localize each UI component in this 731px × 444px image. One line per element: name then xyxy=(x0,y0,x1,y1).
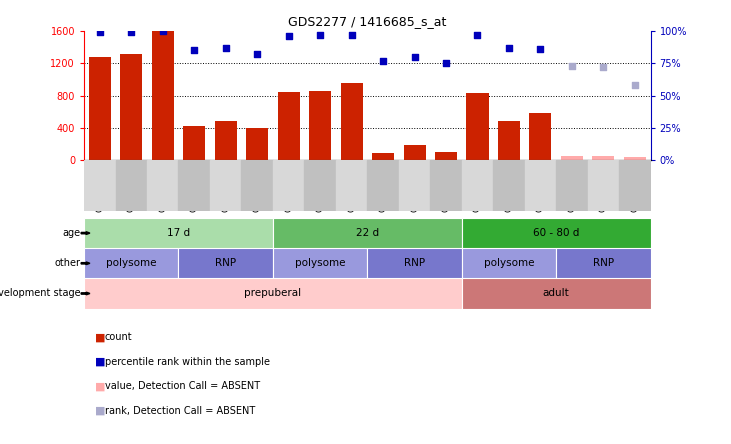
Bar xyxy=(462,218,651,248)
Text: development stage: development stage xyxy=(0,289,80,298)
Text: value, Detection Call = ABSENT: value, Detection Call = ABSENT xyxy=(105,381,260,391)
Bar xyxy=(404,145,425,160)
Bar xyxy=(241,160,273,211)
Point xyxy=(346,32,357,39)
Bar xyxy=(624,157,646,160)
Bar xyxy=(556,248,651,278)
Bar xyxy=(368,160,399,211)
Text: polysome: polysome xyxy=(295,258,345,268)
Bar xyxy=(183,127,205,160)
Bar xyxy=(431,160,462,211)
Bar xyxy=(493,160,525,211)
Point xyxy=(314,32,326,39)
Point xyxy=(220,44,232,52)
Text: polysome: polysome xyxy=(484,258,534,268)
Text: 17 d: 17 d xyxy=(167,228,190,238)
Bar xyxy=(210,160,241,211)
Text: percentile rank within the sample: percentile rank within the sample xyxy=(105,357,270,367)
Bar xyxy=(273,248,368,278)
Point xyxy=(157,28,169,35)
Point xyxy=(126,29,137,36)
Point xyxy=(251,51,263,58)
Text: other: other xyxy=(54,258,80,268)
Point xyxy=(440,60,452,67)
Bar xyxy=(399,160,431,211)
Text: ■: ■ xyxy=(95,333,105,342)
Bar xyxy=(147,160,178,211)
Bar xyxy=(273,218,462,248)
Bar xyxy=(435,152,457,160)
Text: 22 d: 22 d xyxy=(356,228,379,238)
Text: ■: ■ xyxy=(95,357,105,367)
Bar xyxy=(462,160,493,211)
Bar xyxy=(336,160,368,211)
Point xyxy=(471,32,483,39)
Bar xyxy=(246,128,268,160)
Bar xyxy=(341,83,363,160)
Point xyxy=(409,53,420,60)
Bar xyxy=(115,160,147,211)
Bar xyxy=(278,92,300,160)
Text: prepuberal: prepuberal xyxy=(244,289,301,298)
Bar xyxy=(561,156,583,160)
Bar xyxy=(84,278,462,309)
Point xyxy=(629,82,640,89)
Bar xyxy=(619,160,651,211)
Point xyxy=(534,46,546,53)
Text: rank, Detection Call = ABSENT: rank, Detection Call = ABSENT xyxy=(105,406,255,416)
Text: RNP: RNP xyxy=(593,258,614,268)
Bar xyxy=(215,121,237,160)
Bar xyxy=(84,218,273,248)
Point xyxy=(283,33,295,40)
Text: age: age xyxy=(62,228,80,238)
Text: adult: adult xyxy=(543,289,569,298)
Point xyxy=(597,63,609,71)
Bar xyxy=(88,57,111,160)
Text: ■: ■ xyxy=(95,381,105,391)
Bar xyxy=(588,160,619,211)
Bar xyxy=(178,248,273,278)
Text: RNP: RNP xyxy=(215,258,236,268)
Bar xyxy=(556,160,588,211)
Text: ■: ■ xyxy=(95,406,105,416)
Bar xyxy=(178,160,210,211)
Bar xyxy=(529,114,551,160)
Point xyxy=(189,47,200,54)
Point xyxy=(503,44,515,52)
Bar xyxy=(84,160,115,211)
Bar xyxy=(462,248,556,278)
Bar xyxy=(368,248,462,278)
Point xyxy=(94,29,106,36)
Text: polysome: polysome xyxy=(106,258,156,268)
Bar xyxy=(525,160,556,211)
Bar xyxy=(592,156,614,160)
Bar xyxy=(309,91,331,160)
Text: count: count xyxy=(105,333,132,342)
Bar xyxy=(498,121,520,160)
Bar xyxy=(121,55,143,160)
Point xyxy=(566,63,577,70)
Bar xyxy=(372,154,394,160)
Bar xyxy=(466,93,488,160)
Bar xyxy=(462,278,651,309)
Text: 60 - 80 d: 60 - 80 d xyxy=(533,228,580,238)
Bar xyxy=(304,160,336,211)
Title: GDS2277 / 1416685_s_at: GDS2277 / 1416685_s_at xyxy=(288,16,447,28)
Bar xyxy=(273,160,304,211)
Point xyxy=(377,57,389,64)
Bar xyxy=(152,31,174,160)
Bar xyxy=(84,248,178,278)
Text: RNP: RNP xyxy=(404,258,425,268)
